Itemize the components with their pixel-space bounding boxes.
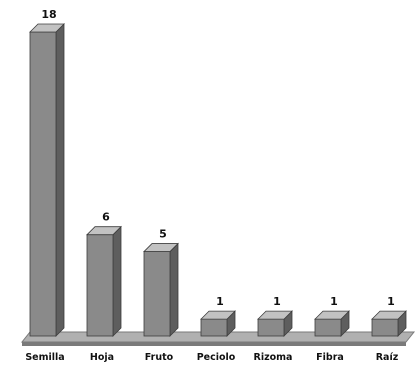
- bar-front: [29, 31, 57, 337]
- category-label-fruto: Fruto: [145, 352, 174, 363]
- bar-top: [371, 310, 407, 320]
- bar-front: [314, 318, 342, 337]
- bar-semilla: [29, 23, 65, 337]
- bar-rizoma: [257, 310, 293, 337]
- bar-top: [257, 310, 293, 320]
- floor-front-edge: [22, 342, 406, 346]
- category-labels-group: Semilla Hoja Fruto Peciolo Rizoma Fibra Raíz: [25, 352, 398, 363]
- bar-top: [200, 310, 236, 320]
- bar-top: [314, 310, 350, 320]
- bar-front: [86, 234, 114, 337]
- data-label-raíz: 1: [387, 295, 395, 308]
- bar-front: [143, 251, 171, 337]
- data-label-hoja: 6: [102, 211, 110, 224]
- data-labels-group: 18 6 5 1 1 1 1: [41, 8, 394, 308]
- category-label-hoja: Hoja: [90, 352, 114, 363]
- bar-front: [200, 318, 228, 337]
- bar-side: [169, 242, 179, 337]
- bar-front: [371, 318, 399, 337]
- category-label-raíz: Raíz: [376, 352, 399, 363]
- category-label-peciolo: Peciolo: [197, 352, 236, 363]
- bar-side: [55, 23, 65, 337]
- bar-hoja: [86, 225, 122, 337]
- data-label-fibra: 1: [330, 295, 338, 308]
- bar-fibra: [314, 310, 350, 337]
- data-label-rizoma: 1: [273, 295, 281, 308]
- bar-top: [29, 23, 65, 33]
- category-label-fibra: Fibra: [316, 352, 344, 363]
- bar-top: [143, 243, 179, 252]
- data-label-peciolo: 1: [216, 295, 224, 308]
- bars-group: [29, 23, 407, 337]
- category-label-semilla: Semilla: [25, 352, 64, 363]
- bar-top: [86, 226, 122, 236]
- bar-front: [257, 318, 285, 337]
- data-label-semilla: 18: [41, 8, 56, 21]
- bar-raíz: [371, 310, 407, 337]
- data-label-fruto: 5: [159, 228, 167, 241]
- bar-side: [112, 225, 122, 337]
- bar-peciolo: [200, 310, 236, 337]
- bar-fruto: [143, 242, 179, 337]
- category-label-rizoma: Rizoma: [254, 352, 293, 363]
